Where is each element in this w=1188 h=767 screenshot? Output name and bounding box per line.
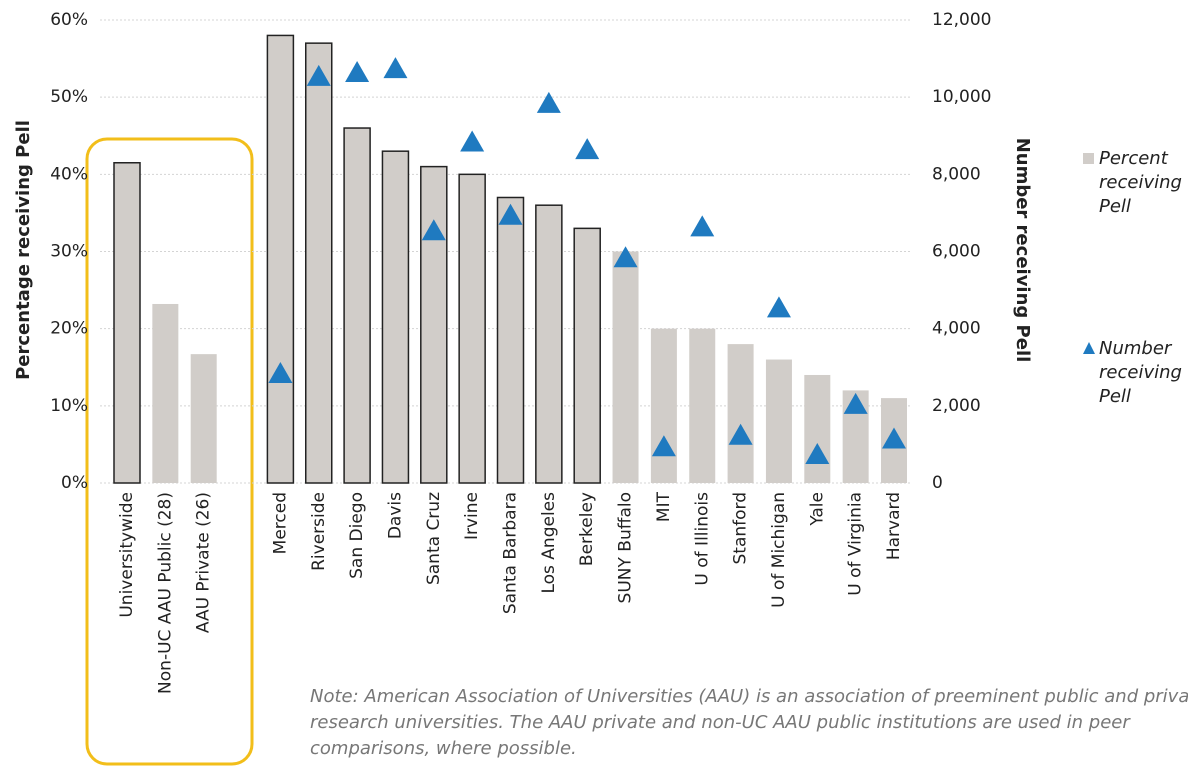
y-axis-label: Percentage receiving Pell xyxy=(13,120,34,380)
triangle-marker xyxy=(613,246,638,268)
y2-tick-label: 10,000 xyxy=(932,87,991,107)
y2-tick-label: 12,000 xyxy=(932,10,991,30)
x-tick-label: Davis xyxy=(385,492,405,539)
x-tick-label: Riverside xyxy=(309,492,329,571)
triangle-marker xyxy=(882,427,906,449)
legend-label: Percent receiving Pell xyxy=(1099,148,1182,217)
bar xyxy=(689,328,716,483)
legend-label: Number receiving Pell xyxy=(1099,338,1182,407)
x-tick-label: Santa Cruz xyxy=(424,492,444,585)
x-tick-label: SUNY Buffalo xyxy=(616,492,636,603)
triangle-marker xyxy=(421,219,446,241)
x-tick-label: U of Virginia xyxy=(846,492,866,596)
x-tick-label: Stanford xyxy=(731,492,751,565)
bar xyxy=(727,344,754,483)
triangle-marker xyxy=(805,442,830,464)
y-tick-label: 40% xyxy=(50,164,88,184)
bar xyxy=(765,359,792,483)
bar xyxy=(420,165,448,484)
x-tick-label: Non-UC AAU Public (28) xyxy=(155,492,175,694)
triangle-marker xyxy=(498,203,523,225)
y-tick-label: 50% xyxy=(50,87,88,107)
y2-axis-label: Number receiving Pell xyxy=(1012,138,1033,363)
bar xyxy=(152,303,179,483)
triangle-marker xyxy=(306,64,331,86)
y2-tick-label: 2,000 xyxy=(932,396,981,416)
bar xyxy=(113,162,141,484)
x-tick-label: U of Michigan xyxy=(769,492,789,608)
x-tick-label: Irvine xyxy=(462,492,482,540)
triangle-marker xyxy=(575,138,600,160)
triangle-marker xyxy=(843,392,868,414)
bar xyxy=(458,173,486,484)
bar xyxy=(535,204,563,484)
bar xyxy=(496,196,525,484)
bar xyxy=(650,328,677,483)
y2-tick-label: 4,000 xyxy=(932,319,981,339)
bar xyxy=(381,150,410,484)
triangle-marker xyxy=(536,91,561,113)
y-tick-label: 60% xyxy=(50,10,88,30)
bar xyxy=(804,374,831,483)
bar xyxy=(190,354,217,483)
triangle-marker xyxy=(728,423,753,445)
legend-swatch xyxy=(1083,342,1095,354)
triangle-marker xyxy=(460,130,485,152)
triangle-marker xyxy=(766,296,791,318)
bar xyxy=(612,251,639,483)
x-tick-label: Los Angeles xyxy=(539,492,559,594)
triangle-marker xyxy=(651,435,676,457)
x-tick-label: Harvard xyxy=(884,492,904,560)
triangle-marker xyxy=(383,57,408,79)
note: Note: American Association of Universiti… xyxy=(310,686,1188,759)
x-tick-label: Merced xyxy=(270,492,290,554)
x-tick-label: Yale xyxy=(807,492,827,527)
bar xyxy=(266,34,295,484)
triangle-marker xyxy=(268,361,293,383)
triangle-marker xyxy=(345,61,370,83)
y2-tick-label: 8,000 xyxy=(932,164,981,184)
bar xyxy=(573,227,601,484)
y2-tick-label: 0 xyxy=(932,473,943,493)
y-tick-label: 20% xyxy=(50,319,88,339)
bar xyxy=(305,42,333,484)
legend-swatch xyxy=(1083,153,1094,164)
x-tick-label: MIT xyxy=(654,491,674,522)
x-tick-label: Universitywide xyxy=(117,492,137,618)
y-tick-label: 10% xyxy=(50,396,88,416)
x-tick-label: AAU Private (26) xyxy=(194,492,214,633)
x-tick-label: San Diego xyxy=(347,492,367,579)
y-tick-label: 30% xyxy=(50,242,88,262)
y2-tick-label: 6,000 xyxy=(932,242,981,262)
highlight-box xyxy=(85,137,254,766)
x-tick-label: Berkeley xyxy=(577,492,597,566)
x-tick-label: U of Illinois xyxy=(692,492,712,586)
x-tick-label: Santa Barbara xyxy=(501,492,521,614)
y-tick-label: 0% xyxy=(61,473,88,493)
bar xyxy=(343,127,371,484)
triangle-marker xyxy=(690,215,715,237)
